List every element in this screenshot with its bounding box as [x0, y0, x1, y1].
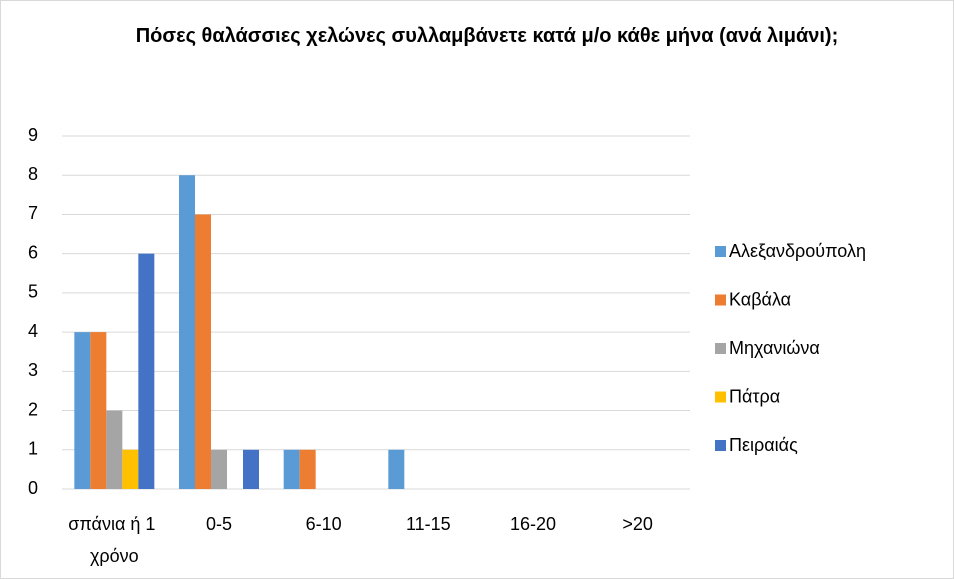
bar — [90, 332, 107, 489]
legend-label: Πειραιάς — [729, 435, 798, 455]
y-tick-label: 9 — [28, 125, 38, 145]
legend-label: Μηχανιώνα — [729, 338, 820, 358]
bar — [138, 253, 155, 489]
legend-label: Καβάλα — [729, 289, 791, 309]
y-tick-label: 4 — [28, 321, 38, 341]
x-tick-label-line: 11-15 — [406, 514, 451, 534]
x-tick-label-line: 6-10 — [306, 514, 342, 534]
legend-label: Αλεξανδρούπολη — [729, 241, 866, 261]
legend-swatch — [715, 343, 726, 354]
y-tick-label: 3 — [28, 360, 38, 380]
y-tick-label: 1 — [28, 439, 38, 459]
bar — [74, 332, 91, 489]
x-tick-label-line: 16-20 — [510, 514, 556, 534]
bar — [243, 449, 259, 489]
legend-swatch — [715, 294, 726, 306]
x-tick-label: >20 — [622, 514, 653, 534]
legend-swatch — [715, 391, 726, 403]
bar — [388, 449, 405, 489]
x-tick-label: 16-20 — [510, 514, 556, 534]
bar — [283, 449, 300, 489]
bar — [211, 449, 227, 489]
legend-label: Πάτρα — [729, 386, 780, 406]
x-tick-label: σπάνια ή 1 χρόνο — [68, 514, 160, 566]
x-tick-label-line: >20 — [622, 514, 653, 534]
x-tick-label-line: σπάνια ή 1 — [68, 514, 160, 534]
x-tick-label-line: χρόνο — [90, 546, 139, 566]
x-tick-label: 6-10 — [306, 514, 342, 534]
x-tick-label: 11-15 — [406, 514, 451, 534]
y-tick-label: 5 — [28, 282, 38, 302]
bar — [106, 410, 123, 489]
y-tick-label: 2 — [28, 399, 38, 419]
legend-swatch — [715, 440, 726, 451]
y-tick-label: 0 — [28, 478, 38, 498]
chart-title: Πόσες θαλάσσιες χελώνες συλλαμβάνετε κατ… — [136, 25, 839, 47]
bar — [195, 214, 211, 489]
bar — [299, 449, 316, 489]
x-tick-label: 0-5 — [206, 514, 232, 534]
x-tick-label-line: 0-5 — [206, 514, 232, 534]
legend-swatch — [715, 246, 726, 257]
bar — [179, 175, 195, 489]
bar — [122, 449, 139, 489]
chart-title-line: Πόσες θαλάσσιες χελώνες συλλαμβάνετε κατ… — [136, 25, 839, 47]
y-tick-label: 7 — [28, 203, 38, 223]
y-tick-label: 8 — [28, 164, 38, 184]
y-tick-label: 6 — [28, 242, 38, 262]
